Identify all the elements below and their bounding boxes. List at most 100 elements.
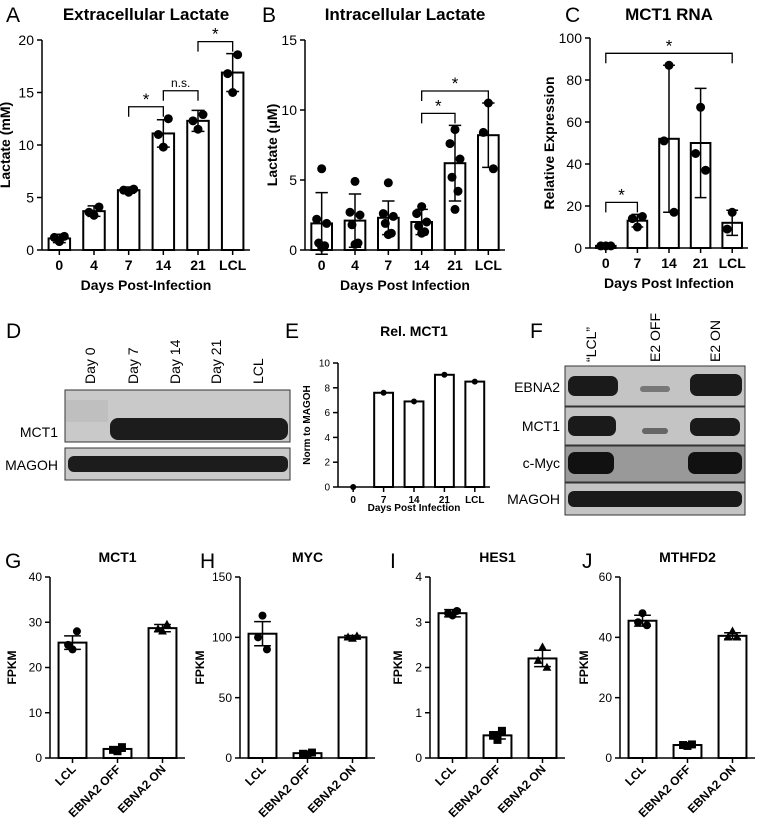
x-tick-label: 4 xyxy=(351,257,359,273)
significance-bracket xyxy=(421,90,489,101)
data-point xyxy=(254,633,263,642)
y-tick-label: 20 xyxy=(566,198,582,214)
significance-bracket xyxy=(128,106,164,117)
y-tick-label: 4 xyxy=(324,433,330,444)
x-tick-label: LCL xyxy=(432,762,458,788)
significance-bracket xyxy=(197,41,234,52)
panel-letter: J xyxy=(582,550,593,573)
y-tick-label: 4 xyxy=(415,570,422,584)
x-tick-label: LCL xyxy=(242,762,268,788)
x-axis-label: Days Post Infection xyxy=(604,275,734,291)
y-tick-label: 5 xyxy=(289,172,297,188)
y-axis-label: Lactate (μM) xyxy=(264,104,280,186)
lane-label: LCL xyxy=(250,358,266,384)
data-point xyxy=(383,178,393,188)
data-point xyxy=(94,202,104,212)
lane-label: E2 ON xyxy=(707,320,723,362)
x-tick-label: EBNA2 ON xyxy=(305,762,359,816)
y-tick-label: 0 xyxy=(289,242,297,258)
chart-title: Rel. MCT1 xyxy=(380,323,448,339)
data-point xyxy=(163,114,173,124)
data-point xyxy=(450,125,460,135)
y-tick-label: 100 xyxy=(212,631,232,645)
data-point xyxy=(606,241,616,251)
significance-label: * xyxy=(212,25,219,44)
data-point xyxy=(627,214,637,224)
data-point xyxy=(312,214,322,224)
data-point xyxy=(483,98,493,108)
y-axis-label: FPKM xyxy=(391,651,405,685)
x-tick-label: EBNA2 ON xyxy=(685,762,739,816)
x-tick-label: LCL xyxy=(465,495,484,506)
lane-label: Day 21 xyxy=(208,339,224,384)
data-point xyxy=(478,127,488,137)
data-point xyxy=(317,242,327,252)
bar xyxy=(57,641,88,759)
panel-letter: A xyxy=(6,4,20,27)
band xyxy=(68,456,288,472)
data-point xyxy=(129,184,139,194)
y-axis-label: Norm to MAGOH xyxy=(302,385,313,464)
band xyxy=(110,418,288,440)
chart-title: MTHFD2 xyxy=(659,549,716,565)
x-axis-label: Days Post Infection xyxy=(368,503,461,514)
data-point xyxy=(153,624,163,633)
data-point xyxy=(637,212,647,221)
data-point xyxy=(228,88,238,97)
data-point xyxy=(343,632,353,641)
y-tick-label: 20 xyxy=(29,661,43,675)
lane-label: Day 7 xyxy=(125,347,141,384)
data-point xyxy=(664,60,674,70)
chart-title: Extracellular Lactate xyxy=(63,5,229,24)
data-point xyxy=(322,218,332,228)
y-tick-label: 0 xyxy=(574,240,582,256)
data-point xyxy=(493,735,502,744)
data-point xyxy=(696,102,706,112)
data-point xyxy=(153,130,163,139)
row-label: EBNA2 xyxy=(514,379,560,395)
data-point xyxy=(691,149,701,158)
x-tick-label: EBNA2 ON xyxy=(495,762,549,816)
significance-bracket xyxy=(421,112,456,124)
data-point xyxy=(455,154,465,164)
x-tick-label: 21 xyxy=(439,495,451,506)
data-point xyxy=(642,621,651,630)
data-point xyxy=(233,50,243,60)
data-point xyxy=(669,207,679,217)
blot-d: D Day 0 Day 7 Day 14 Day 21 LCL MCT1 MAG… xyxy=(5,320,291,481)
data-point xyxy=(638,609,647,618)
y-tick-label: 1 xyxy=(415,706,422,720)
data-point xyxy=(352,631,362,640)
x-tick-label: LCL xyxy=(475,257,503,273)
y-axis-label: FPKM xyxy=(577,651,591,685)
band xyxy=(568,416,616,436)
bar xyxy=(527,657,558,760)
lane-label: Day 14 xyxy=(167,339,183,384)
data-point xyxy=(72,627,81,636)
y-axis-label: Relative Expression xyxy=(541,76,557,209)
x-tick-label: 7 xyxy=(634,255,642,271)
band xyxy=(640,386,670,392)
y-tick-label: 0 xyxy=(324,483,330,494)
panel-letter: G xyxy=(5,550,21,573)
y-tick-label: 150 xyxy=(212,570,232,584)
significance-label: * xyxy=(143,90,150,109)
y-tick-label: 2 xyxy=(415,661,422,675)
y-tick-label: 10 xyxy=(319,359,331,370)
data-point xyxy=(489,731,498,740)
significance-label: * xyxy=(435,96,442,115)
y-tick-label: 60 xyxy=(566,114,582,130)
y-tick-label: 6 xyxy=(324,408,330,419)
x-tick-label: 0 xyxy=(350,495,356,506)
x-tick-label: 0 xyxy=(55,257,63,273)
x-tick-label: 21 xyxy=(693,255,709,271)
data-point xyxy=(198,110,208,120)
bar xyxy=(186,119,210,251)
data-point xyxy=(411,398,417,405)
row-label: MAGOH xyxy=(5,457,58,473)
data-point xyxy=(380,218,390,228)
data-point xyxy=(417,228,427,238)
data-point xyxy=(634,618,643,627)
data-point xyxy=(453,186,463,196)
data-point xyxy=(113,747,122,756)
